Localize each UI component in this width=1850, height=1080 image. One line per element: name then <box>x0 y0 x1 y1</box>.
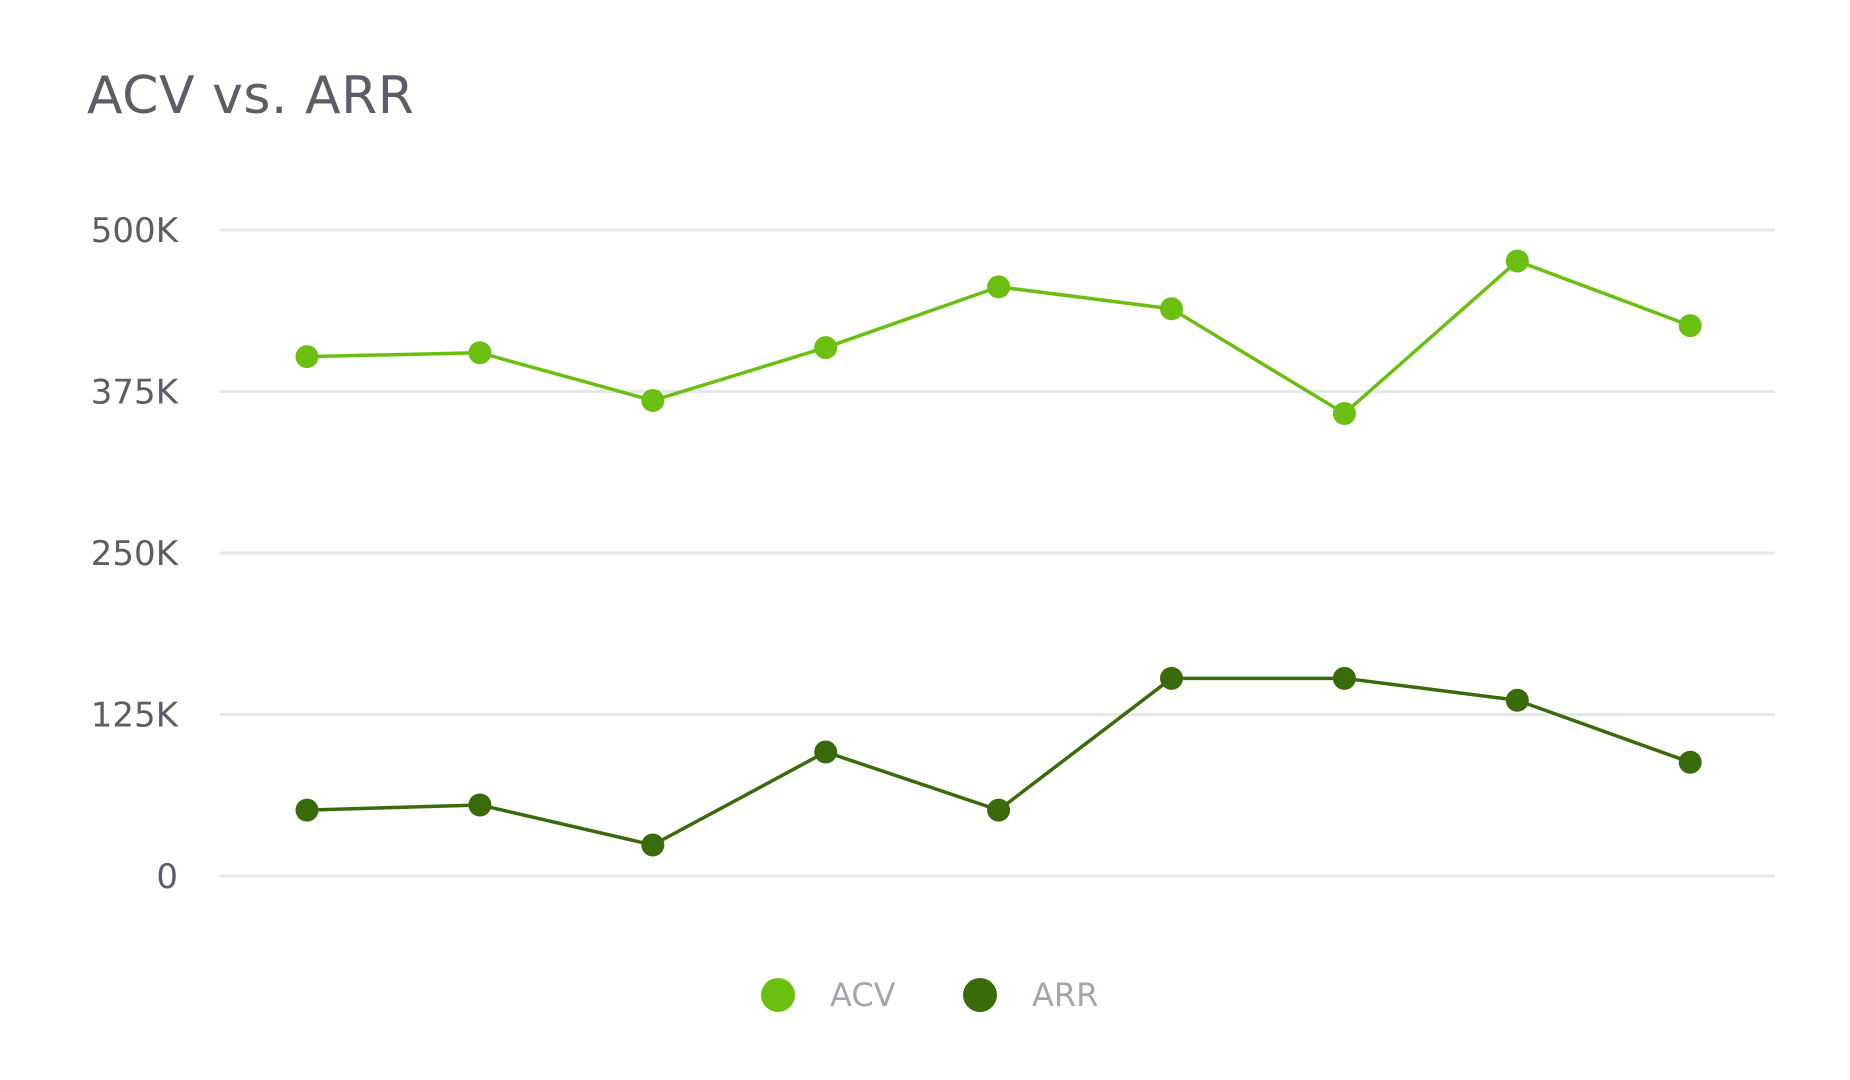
data-point <box>1160 297 1183 321</box>
legend-item: ACV <box>761 976 896 1014</box>
legend-swatch <box>963 978 997 1012</box>
grid-layer <box>220 228 1775 878</box>
y-tick-label: 125K <box>91 696 180 736</box>
legend-item: ARR <box>963 976 1098 1014</box>
y-tick-label: 375K <box>91 373 180 413</box>
data-point <box>1678 750 1702 774</box>
series-acv <box>295 249 1702 425</box>
data-point <box>295 345 319 369</box>
y-axis-ticks: 0 125K 250K 375K 500K <box>91 211 180 897</box>
legend: ACV ARR <box>761 976 1098 1014</box>
legend-label: ACV <box>830 976 896 1014</box>
data-point <box>987 275 1011 299</box>
data-point <box>1505 688 1529 712</box>
y-tick-label: 0 <box>156 857 178 897</box>
legend-swatch <box>761 978 795 1012</box>
series-layer <box>295 249 1702 857</box>
data-point <box>1678 314 1702 338</box>
data-point <box>1160 666 1183 690</box>
data-point <box>295 798 319 822</box>
series-arr <box>295 666 1702 857</box>
data-point <box>641 389 665 413</box>
data-point <box>641 833 665 857</box>
data-point <box>1332 401 1356 425</box>
data-point <box>1332 666 1356 690</box>
data-point <box>1505 249 1529 273</box>
data-point <box>468 793 492 817</box>
data-point <box>814 336 838 360</box>
y-tick-label: 250K <box>91 534 180 574</box>
data-point <box>814 740 838 764</box>
chart-title: ACV vs. ARR <box>87 66 415 126</box>
y-tick-label: 500K <box>91 211 180 251</box>
legend-label: ARR <box>1032 976 1098 1014</box>
data-point <box>987 798 1011 822</box>
data-point <box>468 341 492 365</box>
